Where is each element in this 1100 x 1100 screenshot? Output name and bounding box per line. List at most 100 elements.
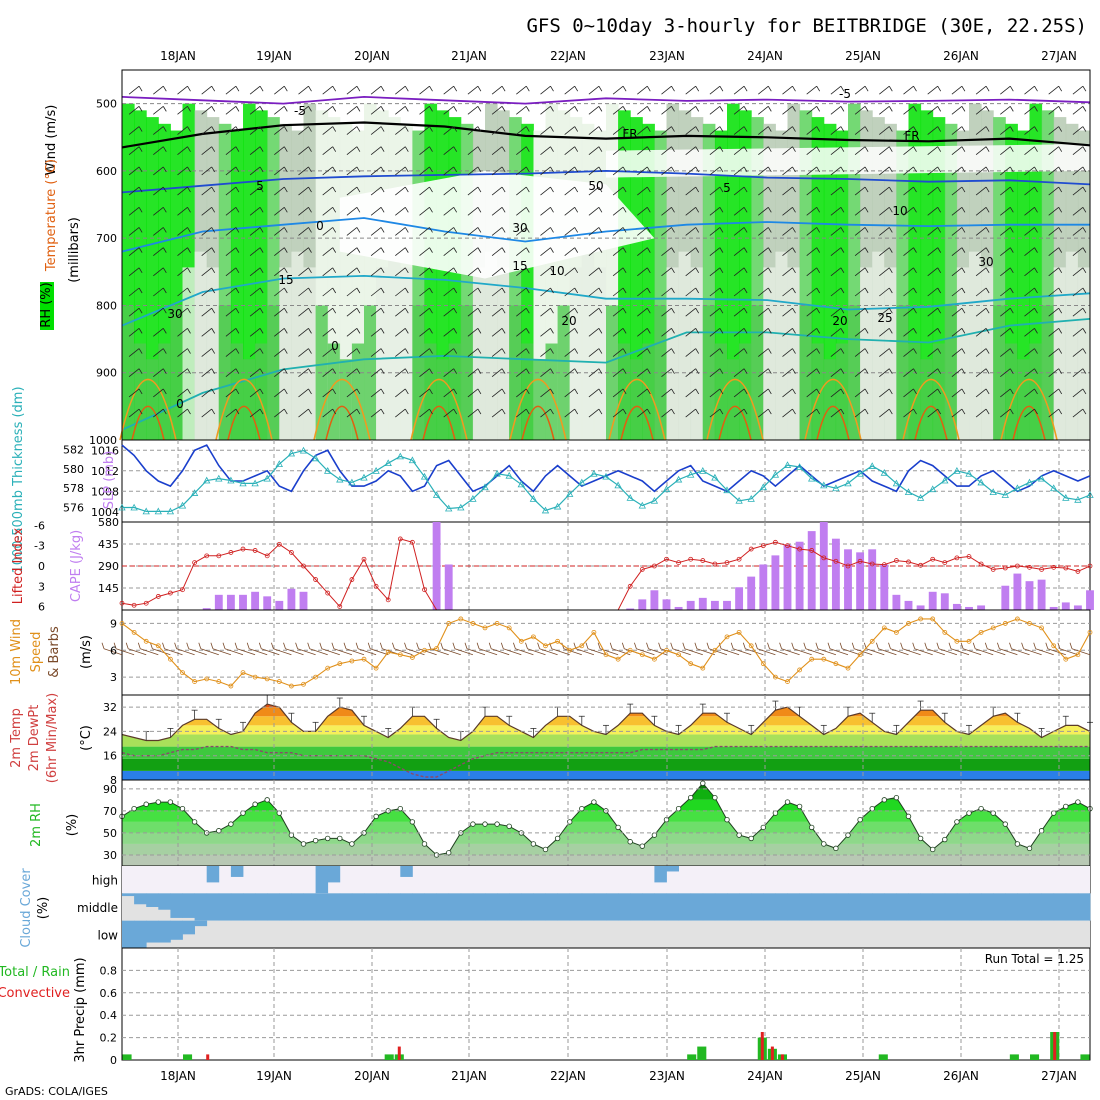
wind-barb: [975, 186, 987, 196]
surface-wind-barb: [648, 648, 667, 656]
surface-wind-barb: [745, 648, 764, 656]
wind-barb: [661, 408, 672, 418]
wind-barb: [201, 126, 212, 135]
cloud-middle-cell: [267, 893, 280, 921]
thickness-marker: [553, 502, 562, 510]
wind-barb: [719, 307, 724, 314]
cape-bar: [916, 605, 925, 610]
thickness-marker: [130, 503, 138, 511]
wind-barb: [879, 348, 890, 357]
wind-barb: [516, 388, 527, 398]
wind-barb: [201, 328, 212, 337]
wind-barb: [671, 307, 675, 314]
wind-barb: [138, 328, 143, 334]
wind-barb: [767, 287, 772, 294]
wind-barb: [646, 267, 651, 274]
wind-barb: [177, 388, 188, 398]
lifted-index-marker: [773, 539, 778, 545]
wind-barb: [429, 247, 433, 253]
wind-barb: [612, 85, 624, 95]
wind-barb: [719, 388, 724, 395]
wind-speed-marker: [325, 665, 331, 671]
wind-barb: [1009, 348, 1014, 354]
thickness-tick: 576: [63, 502, 84, 515]
wind-barb: [1009, 227, 1014, 233]
wind-barb: [211, 388, 216, 395]
rh-marker: [627, 839, 633, 845]
wind-barb: [1048, 146, 1059, 156]
wind-speed-marker: [942, 629, 948, 635]
thickness-marker: [493, 469, 501, 477]
wind-barb: [1072, 247, 1084, 256]
wind-barb: [816, 388, 821, 395]
wind-barb: [162, 85, 167, 92]
wind-barb: [927, 348, 938, 357]
cape-bar: [251, 591, 260, 610]
wind-barb: [961, 166, 966, 173]
wind-barb: [404, 166, 409, 173]
wind-barb: [540, 166, 551, 176]
wind-speed-marker: [652, 656, 657, 662]
wind-barb: [598, 227, 603, 233]
wind-barb: [322, 267, 333, 277]
cape-bar: [638, 599, 647, 610]
wind-barb: [453, 146, 458, 152]
wind-barb: [1072, 408, 1084, 418]
wind-barb: [588, 126, 600, 135]
wind-barb: [695, 388, 700, 395]
rh-marker: [639, 843, 645, 849]
wind-barb: [177, 126, 188, 135]
wind-barb: [622, 207, 627, 213]
wind-barb: [588, 166, 600, 176]
thickness-marker: [251, 479, 259, 487]
wind-barb: [1072, 368, 1084, 378]
wind-barb: [1082, 85, 1087, 92]
wind-barb: [249, 368, 261, 378]
wind-barb: [792, 388, 796, 395]
cloud-middle-cell: [521, 893, 534, 921]
rh-shade-cell: [497, 267, 510, 440]
rh-band: [122, 843, 1090, 855]
lifted-index-marker: [688, 556, 694, 562]
wind-barb: [550, 307, 554, 314]
thickness-marker: [916, 494, 925, 501]
wind-barb: [1009, 186, 1014, 193]
wind-barb: [574, 106, 579, 112]
surface-wind-barb: [634, 642, 637, 649]
cape-bar: [747, 576, 756, 610]
wind-barb: [806, 328, 817, 337]
wind-barb: [419, 368, 430, 378]
wind-barb: [792, 368, 796, 374]
wind-barb: [612, 348, 624, 357]
wind-barb: [564, 227, 575, 236]
wind-barb: [864, 247, 869, 253]
wind-barb: [153, 106, 164, 115]
wind-barb: [792, 287, 796, 294]
wind-barb: [646, 85, 651, 92]
lifted-index-marker: [748, 546, 754, 552]
wind-barb: [429, 307, 433, 314]
wind-barb: [274, 267, 285, 277]
wind-barb: [380, 126, 385, 132]
wind-barb: [806, 146, 817, 156]
wind-barb: [346, 186, 358, 196]
wind-barb: [346, 368, 358, 378]
thickness-marker: [1013, 484, 1022, 492]
wind-barb: [283, 247, 288, 253]
wind-barb: [1048, 307, 1059, 317]
thickness-marker: [287, 449, 296, 457]
wind-barb: [879, 106, 890, 115]
wind-barb: [782, 206, 793, 216]
wind-barb: [564, 186, 575, 196]
wind-barb: [283, 328, 288, 334]
cape-bar: [444, 564, 453, 610]
wind-barb: [153, 287, 164, 297]
wind-barb: [646, 328, 651, 334]
wind-barb: [927, 186, 938, 196]
surface-wind-barb: [164, 648, 183, 656]
wind-barb: [153, 388, 164, 398]
wind-barb: [274, 146, 285, 156]
contour-label: 15: [512, 259, 527, 273]
cape-bar: [735, 587, 744, 610]
cloud-row-bg: [122, 866, 1090, 894]
